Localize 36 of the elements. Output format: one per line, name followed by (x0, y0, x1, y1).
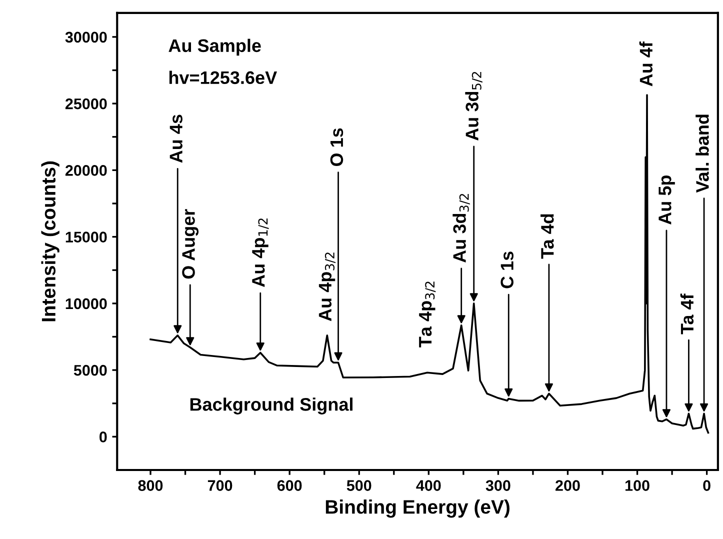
x-tick-label: 300 (486, 480, 510, 491)
annotation: C 1s (500, 252, 514, 288)
line-series (150, 94, 710, 434)
annotation: O Auger (182, 209, 199, 279)
x-tick-label: 500 (346, 480, 372, 491)
y-tick-label: 25000 (65, 98, 107, 110)
annotation: Ta 4p$_{3/2}$ (419, 282, 436, 348)
x-tick-label: 100 (625, 480, 650, 491)
annotation: Ta 4d (540, 214, 554, 259)
x-tick-label: 700 (208, 480, 232, 491)
x-axis-title: Binding Energy (eV) (326, 500, 510, 518)
annotation: Au 4s (170, 114, 182, 163)
x-tick-label: 600 (277, 480, 302, 491)
annotation: Au Sample (168, 38, 261, 56)
annotation: Val. band (696, 114, 709, 193)
y-tick-label: 5000 (74, 364, 107, 376)
annotation: Au 4p$_{3/2}$ (318, 252, 336, 322)
annotation: Au 3d$_{5/2}$ (465, 72, 482, 140)
annotation: Au 5p (658, 176, 675, 224)
x-tick-label: 200 (556, 480, 580, 491)
annotation: Au 4p$_{1/2}$ (252, 218, 269, 288)
y-tick-label: 10000 (66, 298, 107, 310)
x-tick-label: 800 (138, 480, 163, 491)
x-tick-label: 0 (703, 480, 710, 491)
annotation: hv=1253.6eV (169, 70, 277, 84)
y-tick-label: 15000 (66, 232, 107, 242)
annotation: Background Signal (190, 398, 352, 414)
y-tick-label: 0 (100, 432, 107, 442)
y-tick-label: 20000 (65, 165, 107, 176)
y-axis-title: Intensity (counts) (41, 161, 60, 322)
x-tick-label: 400 (416, 480, 441, 491)
annotation: Au 3d$_{3/2}$ (452, 194, 470, 262)
annotation: Au 4f (639, 42, 653, 86)
annotation: Ta 4f (680, 294, 694, 334)
y-tick-label: 30000 (65, 32, 107, 43)
annotation: O 1s (330, 128, 344, 166)
